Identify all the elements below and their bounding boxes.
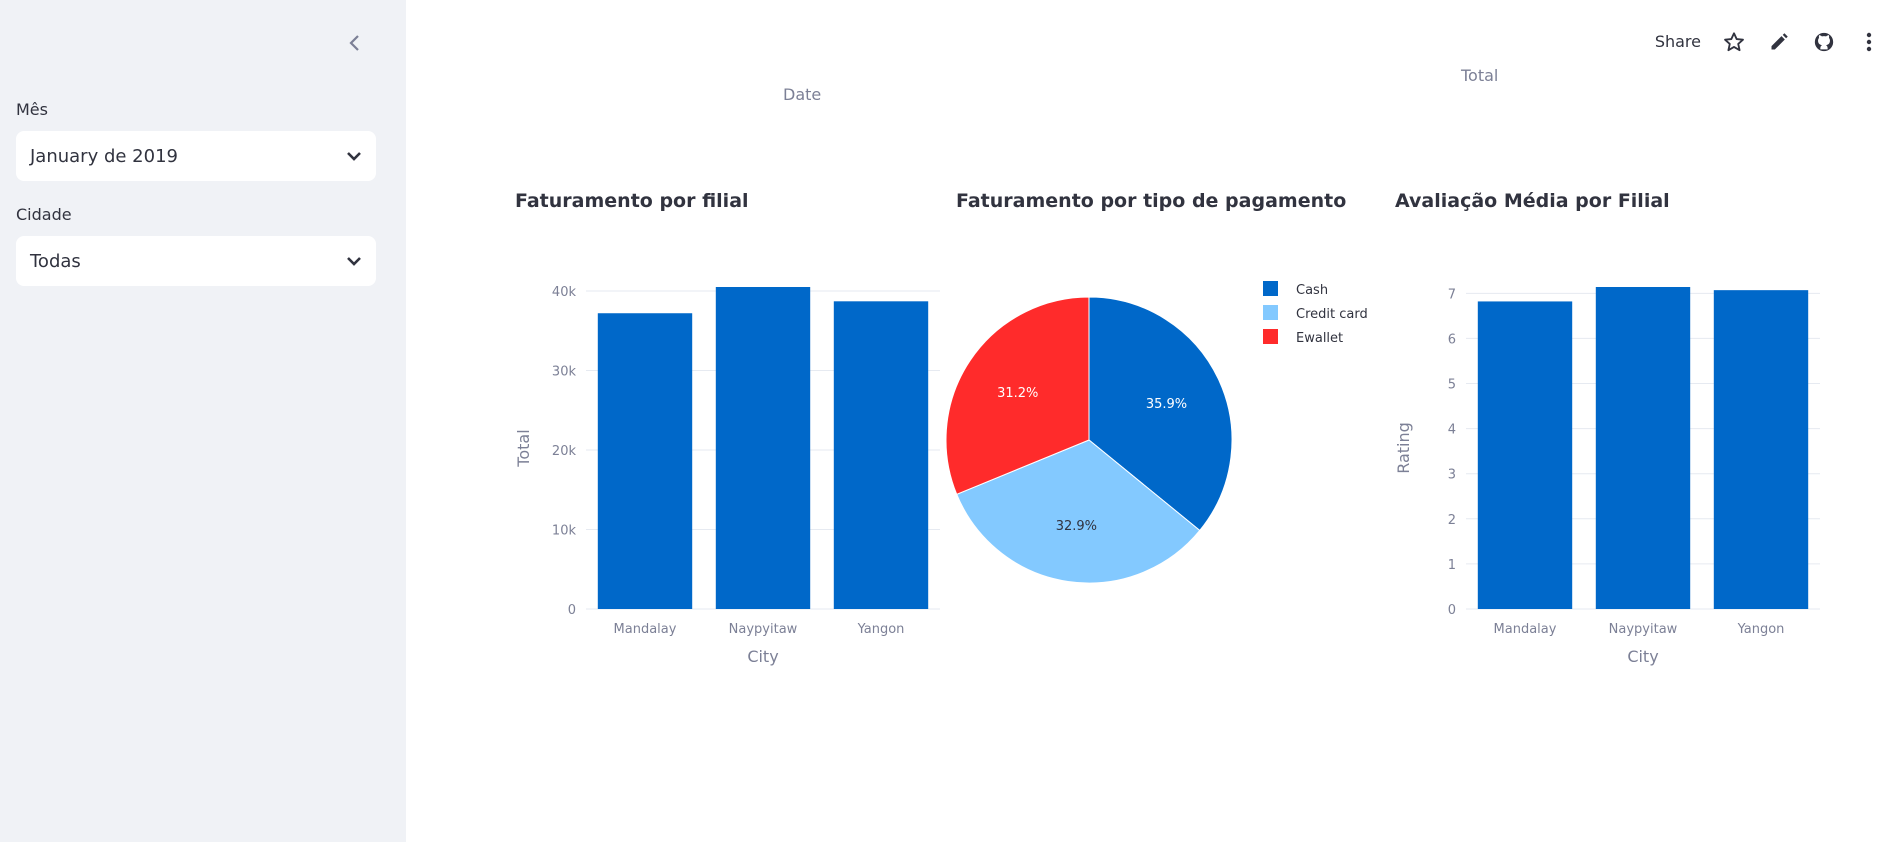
bar: [1595, 287, 1691, 609]
bar: [1477, 301, 1573, 609]
sidebar: Mês January de 2019 Cidade Todas: [0, 0, 406, 842]
total-axis-label: Total: [1461, 66, 1499, 85]
city-select-value: Todas: [30, 250, 81, 272]
x-tick-label: Naypyitaw: [1609, 622, 1678, 637]
y-axis-title: Rating: [1394, 422, 1413, 474]
pie-slice-label: 31.2%: [997, 386, 1038, 401]
github-icon[interactable]: [1801, 27, 1846, 57]
legend-swatch: [1263, 305, 1278, 320]
pie-slice: [946, 296, 1090, 495]
y-tick-label: 6: [1448, 332, 1456, 347]
date-axis-label: Date: [783, 85, 822, 104]
y-tick-label: 0: [1448, 603, 1456, 618]
month-select[interactable]: January de 2019: [16, 131, 376, 181]
y-axis-title: Total: [514, 429, 533, 467]
pie-slice: [1088, 296, 1233, 532]
x-tick-label: Mandalay: [1494, 622, 1557, 637]
bar: [597, 313, 693, 609]
y-tick-label: 7: [1448, 287, 1456, 302]
legend-item: Credit card: [1296, 307, 1368, 322]
x-axis-title: City: [747, 647, 778, 666]
more-menu-icon[interactable]: [1846, 27, 1891, 57]
share-button[interactable]: Share: [1654, 32, 1701, 51]
legend-swatch: [1263, 329, 1278, 344]
collapse-sidebar-button[interactable]: [340, 30, 370, 60]
chevron-down-icon: [346, 251, 362, 272]
chevron-down-icon: [346, 146, 362, 167]
chart-title-rating-by-branch: Avaliação Média por Filial: [1395, 190, 1670, 212]
city-filter-label: Cidade: [16, 205, 72, 224]
bar: [1713, 290, 1809, 609]
y-tick-label: 5: [1448, 378, 1456, 393]
pie-slice: [956, 439, 1201, 584]
main-content: Share Date Total Faturamento por filial …: [406, 0, 1903, 842]
legend-item: Ewallet: [1296, 331, 1343, 346]
rating-bar-chart: 0 1 2 3 4 5 6 7 Mandalay Naypyitaw Yangon City Ratin…: [1394, 287, 1820, 666]
y-tick-label: 40k: [552, 285, 577, 300]
app-toolbar: Share: [1645, 26, 1891, 57]
edit-pencil-icon[interactable]: [1756, 27, 1801, 57]
bar: [833, 301, 929, 609]
y-tick-label: 1: [1448, 558, 1456, 573]
y-tick-label: 3: [1448, 468, 1456, 483]
chart-title-revenue-by-branch: Faturamento por filial: [515, 190, 749, 212]
y-tick-label: 30k: [552, 364, 577, 379]
legend-swatch: [1263, 281, 1278, 296]
revenue-bar-chart: 0 10k 20k 30k 40k Mandalay Naypyitaw Yangon City…: [514, 285, 940, 666]
y-tick-label: 0: [568, 603, 576, 618]
x-tick-label: Yangon: [1737, 622, 1785, 637]
city-select[interactable]: Todas: [16, 236, 376, 286]
pie-slice-label: 32.9%: [1056, 519, 1097, 534]
x-tick-label: Yangon: [857, 622, 905, 637]
x-tick-label: Naypyitaw: [729, 622, 798, 637]
chevron-left-icon: [348, 34, 362, 56]
x-axis-title: City: [1627, 647, 1658, 666]
legend-item: Cash: [1296, 283, 1328, 298]
x-tick-label: Mandalay: [614, 622, 677, 637]
y-tick-label: 2: [1448, 513, 1456, 528]
payment-pie-chart: 35.9% 32.9% 31.2% Cash Credit card Ewallet: [946, 281, 1368, 584]
month-select-value: January de 2019: [30, 145, 178, 167]
y-tick-label: 20k: [552, 444, 577, 459]
month-filter-label: Mês: [16, 100, 48, 119]
bar: [715, 287, 811, 609]
star-icon[interactable]: [1711, 27, 1756, 57]
chart-title-revenue-by-payment: Faturamento por tipo de pagamento: [956, 190, 1347, 212]
y-tick-label: 10k: [552, 523, 577, 538]
y-tick-label: 4: [1448, 423, 1456, 438]
pie-slice-label: 35.9%: [1146, 397, 1187, 412]
